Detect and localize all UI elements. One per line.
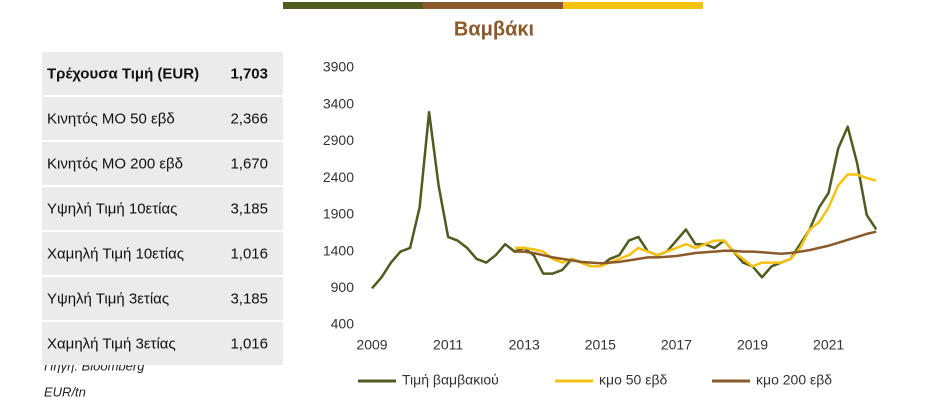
table-row <box>42 322 283 365</box>
y-tick-label: 400 <box>331 316 355 332</box>
y-tick-label: 2900 <box>323 132 354 148</box>
y-tick-label: 2400 <box>323 169 354 185</box>
unit: EUR/tn <box>44 384 86 399</box>
legend-label: Τιμή βαμβακιού <box>402 372 499 388</box>
table-cell: Κινητός ΜΟ 200 εβδ <box>47 155 183 172</box>
x-tick-label: 2013 <box>509 337 540 353</box>
table-cell: 1,016 <box>230 335 268 352</box>
x-tick-label: 2015 <box>585 337 616 353</box>
chart-title: Βαμβάκι <box>454 18 534 40</box>
x-tick-label: 2009 <box>356 337 387 353</box>
x-tick-label: 2021 <box>813 337 844 353</box>
table-row <box>42 187 283 230</box>
table-row <box>42 97 283 140</box>
table-row <box>42 142 283 185</box>
top-bar <box>423 2 563 9</box>
x-tick-label: 2017 <box>661 337 692 353</box>
table-cell: 2,366 <box>230 110 268 127</box>
y-tick-label: 3900 <box>323 59 354 75</box>
y-tick-label: 3400 <box>323 95 354 111</box>
table-row <box>42 232 283 275</box>
table-cell: 3,185 <box>230 200 268 217</box>
series-line <box>514 230 877 265</box>
top-bar <box>563 2 703 9</box>
table-row <box>42 52 283 95</box>
table-cell: Χαμηλή Τιμή 3ετίας <box>47 335 176 352</box>
table-cell: Υψηλή Τιμή 3ετίας <box>47 290 169 307</box>
table-cell: 1,016 <box>230 245 268 262</box>
y-tick-label: 900 <box>331 279 355 295</box>
legend-label: κμο 200 εβδ <box>756 372 832 388</box>
top-bar <box>283 2 423 9</box>
table-cell: Υψηλή Τιμή 10ετίας <box>47 200 177 217</box>
table-cell: Τρέχουσα Τιμή (EUR) <box>47 65 199 82</box>
x-tick-label: 2011 <box>433 337 463 353</box>
table-cell: 3,185 <box>230 290 268 307</box>
table-cell: Κινητός ΜΟ 50 εβδ <box>47 110 175 127</box>
y-tick-label: 1400 <box>323 242 354 258</box>
y-tick-label: 1900 <box>323 206 354 222</box>
x-tick-label: 2019 <box>737 337 768 353</box>
table-row <box>42 277 283 320</box>
table-cell: 1,703 <box>230 65 268 82</box>
legend-label: κμο 50 εβδ <box>599 372 667 388</box>
table-cell: 1,670 <box>230 155 268 172</box>
table-cell: Χαμηλή Τιμή 10ετίας <box>47 245 184 262</box>
